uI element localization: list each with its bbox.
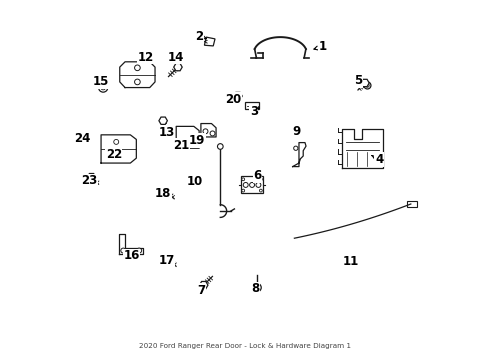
Text: 12: 12 [137, 51, 154, 64]
Polygon shape [199, 282, 208, 289]
Circle shape [294, 146, 298, 150]
Text: 15: 15 [93, 76, 109, 89]
Circle shape [260, 189, 262, 192]
Circle shape [141, 61, 150, 70]
Circle shape [366, 84, 369, 87]
Polygon shape [201, 123, 216, 137]
Text: 22: 22 [106, 148, 122, 161]
Bar [242, 176, 263, 193]
Circle shape [121, 248, 126, 253]
Text: 7: 7 [197, 284, 205, 297]
Polygon shape [159, 117, 168, 125]
Text: 9: 9 [292, 125, 300, 138]
Text: 18: 18 [155, 187, 172, 200]
Circle shape [256, 183, 261, 188]
Polygon shape [87, 174, 96, 181]
Text: 5: 5 [354, 74, 362, 87]
Text: 24: 24 [74, 132, 90, 145]
Circle shape [98, 83, 108, 92]
Circle shape [203, 129, 208, 134]
Circle shape [135, 65, 140, 71]
Text: 20: 20 [225, 93, 242, 106]
Text: 10: 10 [187, 175, 203, 188]
Circle shape [137, 248, 142, 253]
Text: 23: 23 [81, 174, 97, 187]
Circle shape [101, 85, 105, 90]
Circle shape [253, 283, 261, 292]
Text: 3: 3 [250, 105, 259, 118]
Text: 1: 1 [314, 40, 327, 53]
Polygon shape [101, 135, 136, 163]
Text: 14: 14 [168, 51, 184, 64]
Polygon shape [361, 79, 369, 87]
Circle shape [190, 135, 195, 139]
Circle shape [80, 136, 85, 141]
Circle shape [179, 139, 184, 144]
Text: 11: 11 [343, 255, 359, 268]
Text: 16: 16 [123, 249, 140, 262]
Circle shape [143, 63, 148, 68]
Circle shape [260, 178, 262, 181]
Text: 2020 Ford Ranger Rear Door - Lock & Hardware Diagram 1: 2020 Ford Ranger Rear Door - Lock & Hard… [139, 343, 351, 348]
Circle shape [210, 131, 215, 136]
Text: 4: 4 [372, 153, 383, 166]
Text: 2: 2 [195, 30, 207, 42]
Circle shape [218, 144, 223, 149]
Circle shape [135, 79, 140, 85]
Circle shape [243, 183, 248, 188]
Circle shape [114, 139, 119, 144]
Circle shape [242, 189, 245, 192]
Text: 19: 19 [189, 134, 206, 147]
Polygon shape [163, 188, 171, 195]
Text: 8: 8 [251, 282, 260, 295]
Circle shape [364, 82, 371, 89]
Polygon shape [120, 62, 155, 87]
Polygon shape [174, 63, 182, 71]
Bar [407, 201, 417, 207]
Polygon shape [119, 234, 143, 254]
Circle shape [114, 154, 119, 158]
Text: 17: 17 [159, 254, 175, 267]
Circle shape [78, 134, 87, 143]
Polygon shape [234, 93, 242, 100]
Circle shape [249, 183, 254, 188]
Text: 6: 6 [253, 169, 262, 182]
Text: 21: 21 [172, 139, 189, 152]
Circle shape [242, 178, 245, 181]
Polygon shape [176, 126, 199, 148]
Polygon shape [164, 255, 172, 262]
Bar [245, 102, 259, 109]
Text: 13: 13 [159, 126, 175, 139]
Polygon shape [204, 37, 215, 46]
